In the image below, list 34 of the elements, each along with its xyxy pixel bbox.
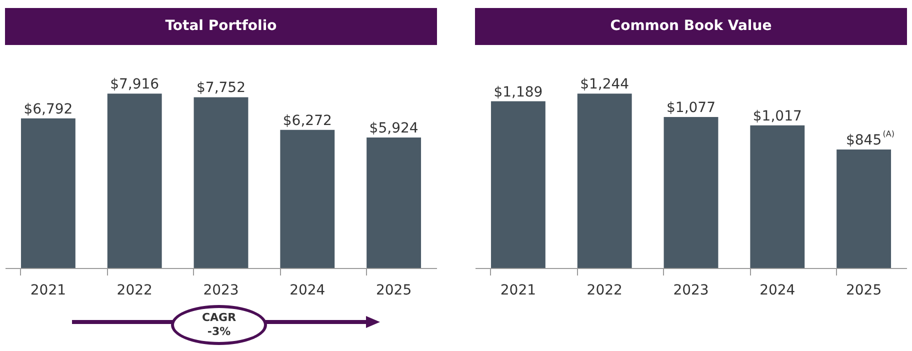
data-label: $1,189	[494, 84, 543, 100]
x-tick-label: 2022	[116, 282, 152, 298]
bar	[20, 118, 76, 268]
bar	[107, 94, 162, 268]
data-label: $845	[846, 132, 882, 149]
data-label: $7,752	[196, 80, 246, 96]
bar	[490, 101, 546, 268]
x-tick-label: 2023	[673, 282, 709, 298]
chart-title: Total Portfolio	[5, 8, 437, 45]
data-label: $1,077	[666, 100, 716, 116]
data-label: $6,272	[282, 112, 332, 129]
x-tick-label: 2021	[500, 282, 536, 298]
x-tick-label: 2025	[846, 282, 882, 298]
bar	[366, 137, 422, 268]
data-label: $6,792	[24, 101, 73, 118]
data-label: $1,017	[752, 108, 802, 124]
bar	[750, 125, 805, 268]
text: CAGR -3%	[200, 311, 238, 339]
data-label: $5,924	[369, 120, 418, 136]
bar	[194, 97, 248, 268]
x-tick-label: 2022	[586, 282, 622, 298]
bar	[836, 150, 892, 268]
annotation: (A)	[882, 130, 895, 139]
chart-title: Common Book Value	[475, 8, 907, 45]
x-tick-label: 2021	[30, 282, 66, 298]
x-tick-label: 2025	[376, 282, 412, 298]
bar	[664, 117, 718, 268]
x-tick-label: 2024	[290, 282, 326, 298]
data-label: $7,916	[110, 76, 160, 93]
bar	[577, 94, 632, 268]
x-tick-label: 2024	[760, 282, 796, 298]
x-tick-label: 2023	[203, 282, 239, 298]
bar	[280, 130, 335, 268]
data-label: $1,244	[580, 76, 630, 93]
